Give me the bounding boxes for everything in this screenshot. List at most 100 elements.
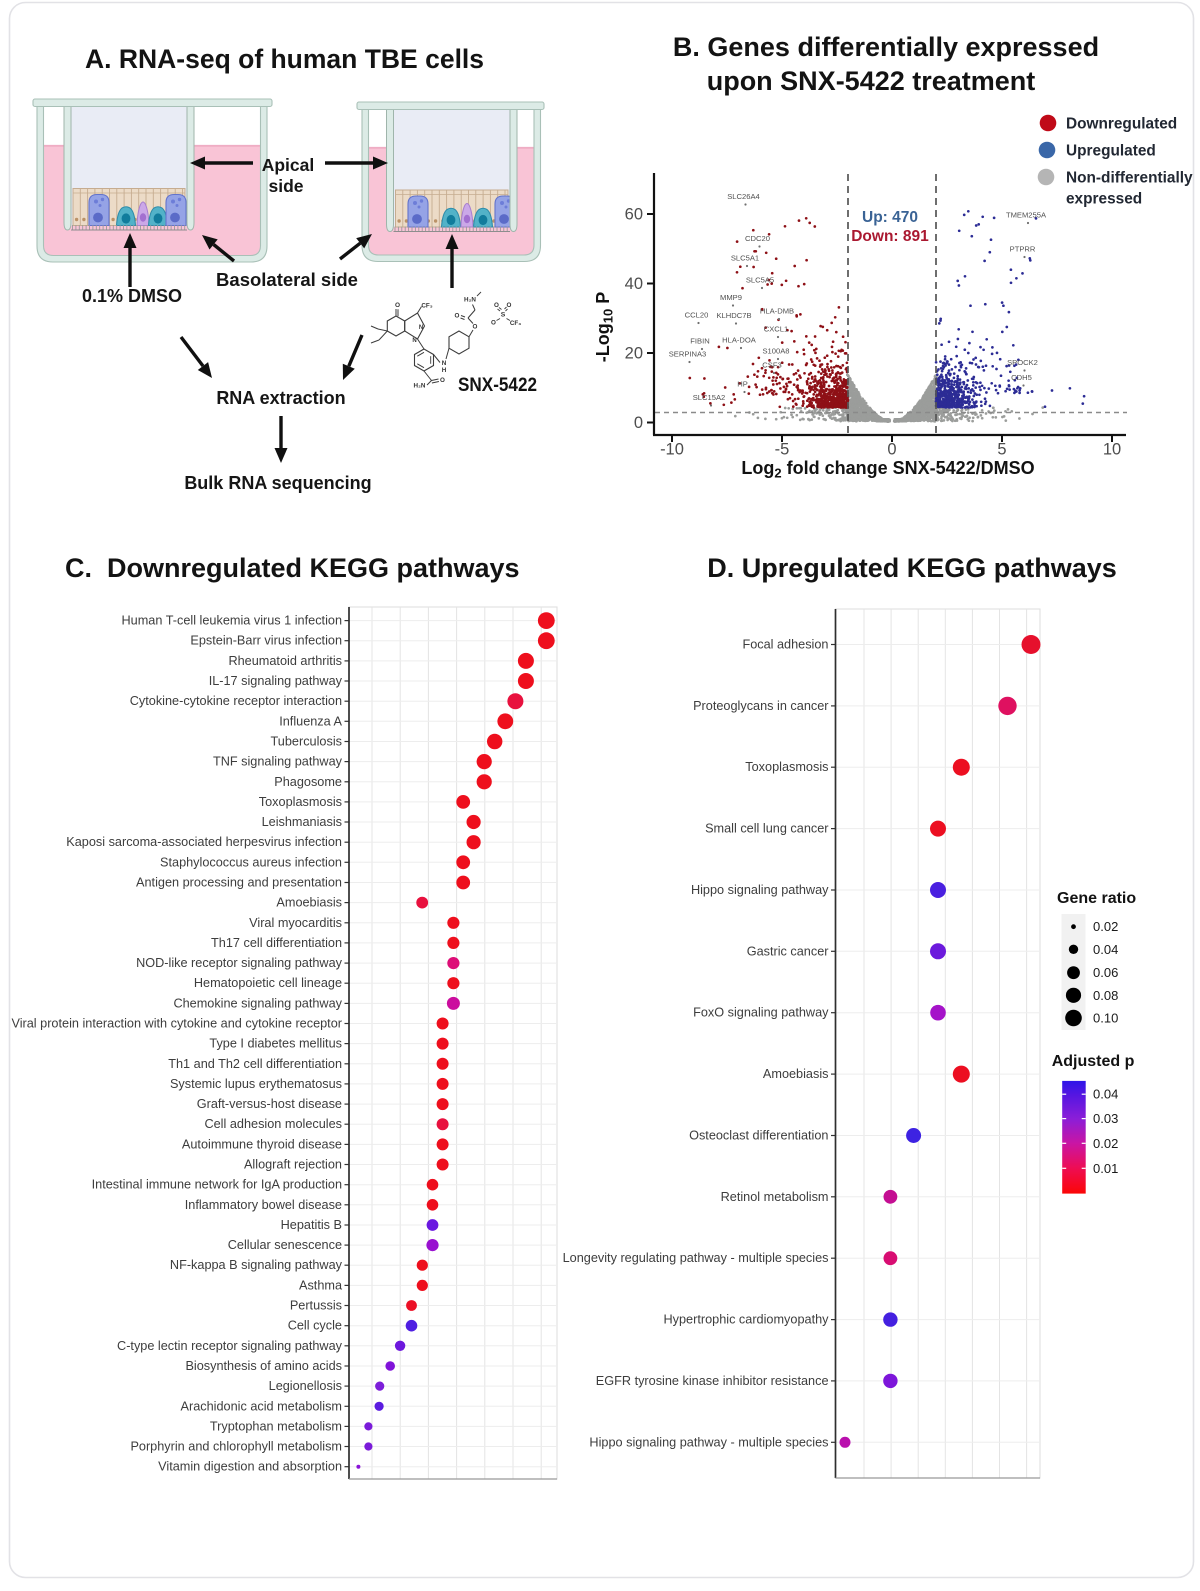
svg-text:Cell adhesion molecules: Cell adhesion molecules bbox=[204, 1117, 342, 1131]
svg-text:N: N bbox=[412, 338, 416, 344]
svg-text:CCL20: CCL20 bbox=[685, 311, 709, 320]
svg-text:Biosynthesis of amino acids: Biosynthesis of amino acids bbox=[185, 1359, 342, 1373]
svg-text:Epstein-Barr virus infection: Epstein-Barr virus infection bbox=[190, 634, 342, 648]
svg-text:Amoebiasis: Amoebiasis bbox=[276, 896, 342, 910]
svg-text:Bulk RNA sequencing: Bulk RNA sequencing bbox=[184, 473, 371, 493]
svg-text:Hematopoietic cell lineage: Hematopoietic cell lineage bbox=[194, 976, 342, 990]
svg-text:TMEM255A: TMEM255A bbox=[1006, 211, 1047, 220]
svg-text:Gene ratio: Gene ratio bbox=[1057, 890, 1136, 907]
svg-text:FoxO signaling pathway: FoxO signaling pathway bbox=[693, 1006, 829, 1020]
svg-text:SLC5A5: SLC5A5 bbox=[746, 276, 774, 285]
svg-text:SLC5A1: SLC5A1 bbox=[731, 254, 759, 263]
svg-text:Graft-versus-host disease: Graft-versus-host disease bbox=[197, 1097, 342, 1111]
svg-text:Porphyrin and chlorophyll meta: Porphyrin and chlorophyll metabolism bbox=[130, 1440, 342, 1454]
svg-text:CDH5: CDH5 bbox=[1011, 373, 1032, 382]
svg-text:D. Upregulated KEGG pathways: D. Upregulated KEGG pathways bbox=[707, 553, 1117, 583]
svg-text:RNA extraction: RNA extraction bbox=[216, 388, 345, 408]
svg-text:O: O bbox=[507, 302, 512, 309]
svg-text:SPOCK2: SPOCK2 bbox=[1007, 358, 1038, 367]
svg-text:O: O bbox=[440, 377, 445, 384]
svg-text:Systemic lupus erythematosus: Systemic lupus erythematosus bbox=[170, 1077, 342, 1091]
svg-text:Toxoplasmosis: Toxoplasmosis bbox=[745, 760, 828, 774]
svg-text:Tuberculosis: Tuberculosis bbox=[271, 735, 342, 749]
svg-text:O: O bbox=[455, 313, 460, 320]
svg-text:0.02: 0.02 bbox=[1093, 919, 1118, 934]
svg-text:Leishmaniasis: Leishmaniasis bbox=[262, 815, 342, 829]
svg-text:Influenza A: Influenza A bbox=[279, 714, 342, 728]
svg-text:EGFR tyrosine kinase inhibitor: EGFR tyrosine kinase inhibitor resistanc… bbox=[596, 1374, 829, 1388]
svg-text:H₂N: H₂N bbox=[414, 383, 426, 390]
svg-text:Proteoglycans in cancer: Proteoglycans in cancer bbox=[693, 699, 829, 713]
svg-text:20: 20 bbox=[625, 345, 643, 363]
svg-text:Small cell lung cancer: Small cell lung cancer bbox=[705, 822, 829, 836]
svg-text:Toxoplasmosis: Toxoplasmosis bbox=[259, 795, 342, 809]
svg-text:0.02: 0.02 bbox=[1093, 1136, 1118, 1151]
svg-text:CDC20: CDC20 bbox=[745, 234, 770, 243]
svg-text:O: O bbox=[491, 320, 496, 327]
svg-text:O: O bbox=[494, 302, 499, 309]
svg-text:N: N bbox=[442, 360, 447, 367]
svg-text:Cell cycle: Cell cycle bbox=[288, 1319, 342, 1333]
svg-text:Non-differentially: Non-differentially bbox=[1066, 170, 1193, 187]
svg-text:NF-kappa B signaling pathway: NF-kappa B signaling pathway bbox=[170, 1258, 343, 1272]
svg-text:Phagosome: Phagosome bbox=[274, 775, 342, 789]
svg-text:Asthma: Asthma bbox=[299, 1278, 343, 1292]
svg-text:Viral protein interaction with: Viral protein interaction with cytokine … bbox=[11, 1017, 342, 1031]
svg-text:0.01: 0.01 bbox=[1093, 1161, 1118, 1176]
svg-text:Autoimmune thyroid disease: Autoimmune thyroid disease bbox=[182, 1137, 342, 1151]
svg-text:H: H bbox=[442, 367, 447, 374]
svg-text:Up: 470: Up: 470 bbox=[862, 209, 918, 226]
svg-text:Human T-cell leukemia virus 1: Human T-cell leukemia virus 1 infection bbox=[122, 614, 342, 628]
svg-text:Cytokine-cytokine receptor int: Cytokine-cytokine receptor interaction bbox=[130, 694, 342, 708]
svg-text:5: 5 bbox=[997, 441, 1006, 459]
svg-text:C. Downregulated KEGG pathway: C. Downregulated KEGG pathways bbox=[65, 553, 520, 583]
svg-text:Viral myocarditis: Viral myocarditis bbox=[249, 916, 342, 930]
svg-text:0.04: 0.04 bbox=[1093, 942, 1118, 957]
svg-text:0.08: 0.08 bbox=[1093, 988, 1118, 1003]
svg-text:-10: -10 bbox=[660, 441, 684, 459]
svg-text:HLA-DOA: HLA-DOA bbox=[722, 336, 757, 345]
svg-text:Upregulated: Upregulated bbox=[1066, 143, 1156, 160]
svg-text:side: side bbox=[268, 176, 303, 196]
svg-text:SNX-5422: SNX-5422 bbox=[458, 375, 537, 396]
svg-text:Kaposi sarcoma-associated herp: Kaposi sarcoma-associated herpesvirus in… bbox=[66, 835, 342, 849]
svg-text:Hippo signaling pathway - mult: Hippo signaling pathway - multiple speci… bbox=[589, 1435, 828, 1449]
svg-text:Intestinal immune network for: Intestinal immune network for IgA produc… bbox=[92, 1178, 342, 1192]
svg-text:Th17 cell differentiation: Th17 cell differentiation bbox=[211, 936, 342, 950]
svg-text:Amoebiasis: Amoebiasis bbox=[763, 1067, 829, 1081]
svg-text:O: O bbox=[395, 302, 400, 309]
svg-text:0.1% DMSO: 0.1% DMSO bbox=[82, 286, 182, 306]
svg-text:FIBIN: FIBIN bbox=[690, 337, 709, 346]
svg-text:Inflammatory bowel disease: Inflammatory bowel disease bbox=[185, 1198, 342, 1212]
svg-text:A. RNA-seq of human TBE cells: A. RNA-seq of human TBE cells bbox=[85, 44, 484, 74]
svg-text:Adjusted p: Adjusted p bbox=[1052, 1053, 1135, 1070]
svg-text:-Log10 P: -Log10 P bbox=[593, 292, 616, 362]
svg-text:CF₃: CF₃ bbox=[421, 303, 432, 310]
svg-text:0: 0 bbox=[634, 414, 643, 432]
svg-text:Focal adhesion: Focal adhesion bbox=[742, 638, 828, 652]
svg-text:Retinol metabolism: Retinol metabolism bbox=[721, 1190, 829, 1204]
svg-text:HLA-DMB: HLA-DMB bbox=[760, 307, 794, 316]
svg-text:S: S bbox=[501, 312, 506, 319]
svg-text:60: 60 bbox=[625, 206, 643, 224]
svg-text:SERPINA3: SERPINA3 bbox=[669, 350, 707, 359]
svg-text:NOD-like receptor signaling pa: NOD-like receptor signaling pathway bbox=[136, 956, 343, 970]
svg-text:MMP9: MMP9 bbox=[720, 293, 742, 302]
svg-text:Pertussis: Pertussis bbox=[290, 1299, 342, 1313]
svg-text:C-type lectin receptor signali: C-type lectin receptor signaling pathway bbox=[117, 1339, 343, 1353]
svg-text:H₂N: H₂N bbox=[464, 297, 476, 304]
svg-text:O: O bbox=[473, 324, 478, 331]
svg-text:Down: 891: Down: 891 bbox=[851, 228, 929, 245]
svg-text:KLHDC7B: KLHDC7B bbox=[716, 311, 751, 320]
svg-text:0.04: 0.04 bbox=[1093, 1087, 1118, 1102]
svg-text:Vitamin digestion and absorpti: Vitamin digestion and absorption bbox=[158, 1460, 342, 1474]
svg-text:CXCL1: CXCL1 bbox=[764, 325, 788, 334]
svg-text:-5: -5 bbox=[775, 441, 790, 459]
svg-text:Type I diabetes mellitus: Type I diabetes mellitus bbox=[209, 1037, 342, 1051]
svg-text:CSF3: CSF3 bbox=[762, 361, 781, 370]
svg-text:upon SNX-5422 treatment: upon SNX-5422 treatment bbox=[707, 66, 1036, 96]
svg-text:Longevity regulating pathway -: Longevity regulating pathway - multiple … bbox=[563, 1251, 829, 1265]
svg-text:Gastric cancer: Gastric cancer bbox=[747, 944, 830, 958]
svg-text:40: 40 bbox=[625, 275, 643, 293]
svg-text:Arachidonic acid metabolism: Arachidonic acid metabolism bbox=[181, 1399, 343, 1413]
